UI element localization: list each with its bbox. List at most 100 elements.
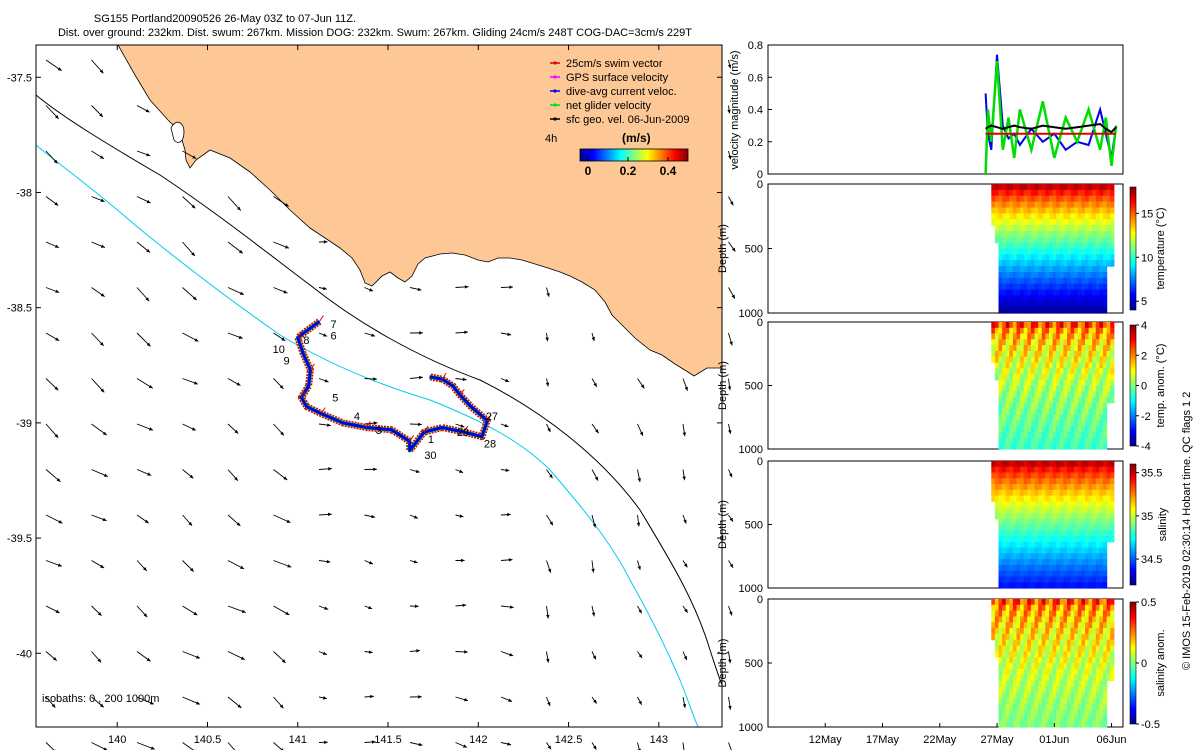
section-cell: [1071, 519, 1075, 525]
section-cell: [1002, 669, 1006, 675]
section-cell: [1002, 484, 1006, 490]
section-cell: [999, 432, 1003, 438]
section-cell: [1009, 443, 1013, 449]
section-cell: [1042, 478, 1046, 484]
section-cell: [1049, 513, 1053, 519]
section-cell: [1038, 426, 1042, 432]
section-cell: [1096, 295, 1100, 302]
section-cell: [1035, 605, 1039, 611]
section-cell: [1009, 202, 1013, 209]
section-cell: [1042, 473, 1046, 479]
section-cell: [1042, 669, 1046, 675]
section-cell: [1002, 278, 1006, 285]
section-cell: [1089, 357, 1093, 363]
section-cell: [1035, 675, 1039, 681]
velocity-arrow-head: [732, 248, 736, 252]
section-cell: [1009, 426, 1013, 432]
section-cell: [1078, 571, 1082, 577]
section-cell: [1045, 260, 1049, 267]
section-cell: [1096, 669, 1100, 675]
section-cell: [1009, 478, 1013, 484]
section-cell: [1020, 301, 1024, 308]
section-cell: [1092, 577, 1096, 583]
section-cell: [1006, 559, 1010, 565]
section-cell: [1024, 225, 1028, 232]
section-cell: [1045, 272, 1049, 279]
section-cell: [1078, 420, 1082, 426]
section-cell: [1067, 657, 1071, 663]
section-cell: [1074, 237, 1078, 244]
section-cell: [1063, 525, 1067, 531]
section-cell: [1017, 426, 1021, 432]
section-cell: [1081, 484, 1085, 490]
section-cell: [1099, 426, 1103, 432]
section-cell: [1092, 605, 1096, 611]
section-cell: [1056, 513, 1060, 519]
section-cell: [1006, 351, 1010, 357]
section-cell: [1049, 391, 1053, 397]
section-cell: [1002, 513, 1006, 519]
section-colorbar-label: salinity anom.: [1155, 629, 1167, 696]
section-cell: [1096, 599, 1100, 605]
section-cell: [1020, 634, 1024, 640]
section-cell: [1053, 553, 1057, 559]
section-cell: [1017, 663, 1021, 669]
section-cell: [1085, 622, 1089, 628]
section-cell: [1006, 409, 1010, 415]
section-cell: [991, 351, 995, 357]
time-x-tick-label: 06Jun: [1097, 734, 1127, 746]
section-cell: [1103, 565, 1107, 571]
section-cell: [1024, 295, 1028, 302]
section-cell: [1085, 484, 1089, 490]
section-cell: [1006, 249, 1010, 256]
section-cell: [1074, 322, 1078, 328]
section-cell: [1020, 345, 1024, 351]
section-cell: [1081, 710, 1085, 716]
section-cell: [1020, 307, 1024, 314]
section-cell: [1096, 243, 1100, 250]
section-cell: [1096, 322, 1100, 328]
section-cell: [1074, 669, 1078, 675]
section-cell: [1110, 368, 1114, 374]
section-cell: [1092, 559, 1096, 565]
section-cell: [1038, 362, 1042, 368]
section-cell: [1056, 190, 1060, 197]
section-cell: [1081, 443, 1085, 449]
section-cell: [1038, 290, 1042, 297]
section-cell: [1081, 628, 1085, 634]
section-cell: [1089, 692, 1093, 698]
section-cell: [1067, 272, 1071, 279]
section-cell: [1056, 409, 1060, 415]
section-cell: [1045, 295, 1049, 302]
section-cell: [1049, 334, 1053, 340]
section-cell: [1009, 669, 1013, 675]
section-cell: [1049, 461, 1053, 467]
section-cell: [1103, 386, 1107, 392]
section-cell: [1045, 290, 1049, 297]
section-cell: [1045, 571, 1049, 577]
section-cell: [1103, 628, 1107, 634]
section-cell: [1020, 426, 1024, 432]
colorbar-unit-label: (m/s): [622, 131, 651, 145]
section-cell: [1020, 710, 1024, 716]
section-cell: [1063, 374, 1067, 380]
section-cell: [1074, 420, 1078, 426]
section-cell: [1020, 513, 1024, 519]
section-cell: [1042, 386, 1046, 392]
section-cell: [1031, 496, 1035, 502]
section-cell: [1060, 548, 1064, 554]
section-cell: [1099, 519, 1103, 525]
section-cell: [1020, 553, 1024, 559]
section-cell: [995, 490, 999, 496]
section-cell: [1035, 721, 1039, 727]
section-cell: [1045, 307, 1049, 314]
section-cell: [1089, 484, 1093, 490]
section-cell: [1071, 721, 1075, 727]
section-cell: [1085, 374, 1089, 380]
section-cell: [1107, 646, 1111, 652]
section-cell: [1067, 249, 1071, 256]
section-cell: [1013, 698, 1017, 704]
section-cell: [1056, 213, 1060, 220]
section-cell: [1009, 374, 1013, 380]
section-cell: [1045, 715, 1049, 721]
